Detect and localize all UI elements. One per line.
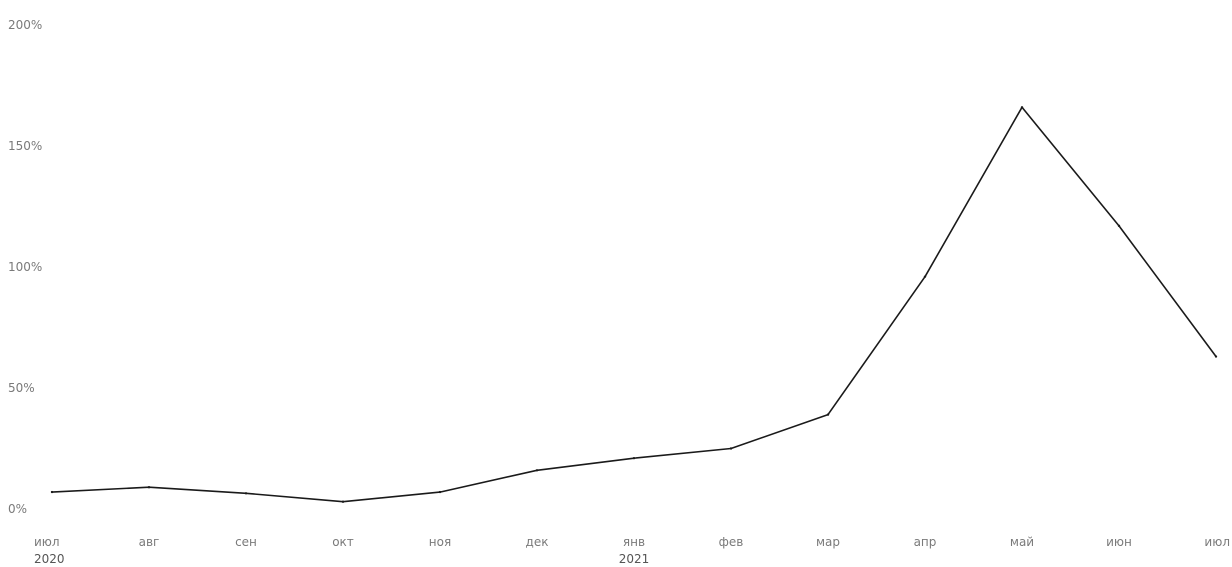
series-line [51,106,1217,503]
data-point [1117,224,1121,228]
x-tick-label: ноя [429,535,451,549]
y-axis-ticks: 0% 50% 100% 150% 200% [8,18,42,516]
data-point [1020,106,1024,109]
x-tick-label: окт [332,535,354,549]
x-tick-label: июл [1204,535,1230,549]
data-point [535,469,539,472]
x-tick-label: дек [526,535,549,549]
data-point [923,275,927,278]
y-tick-label: 200% [8,18,42,32]
y-tick-label: 100% [8,260,42,274]
x-tick-label: янв [623,535,645,549]
x-tick-label: мар [816,535,840,549]
year-label: 2020 [34,552,65,566]
data-point [632,456,636,460]
data-point [438,490,442,494]
x-tick-label: апр [914,535,937,549]
data-point [1214,355,1218,358]
data-point [244,492,248,495]
x-tick-label: май [1010,535,1034,549]
y-tick-label: 50% [8,381,35,395]
y-tick-label: 0% [8,502,27,516]
series-group [50,106,1218,503]
x-tick-label: сен [235,535,257,549]
x-axis-ticks: июл авг сен окт ноя дек янв фев мар апр май июн июл [34,535,1230,549]
data-point [341,500,345,503]
x-tick-label: авг [139,535,160,549]
x-axis-year-labels: 2020 2021 [34,552,649,566]
data-point [50,490,54,494]
data-point [729,447,733,450]
data-point [826,413,830,416]
x-tick-label: июл [34,535,60,549]
x-tick-label: июн [1106,535,1132,549]
data-point [147,486,151,489]
y-tick-label: 150% [8,139,42,153]
year-label: 2021 [619,552,650,566]
x-tick-label: фев [719,535,744,549]
